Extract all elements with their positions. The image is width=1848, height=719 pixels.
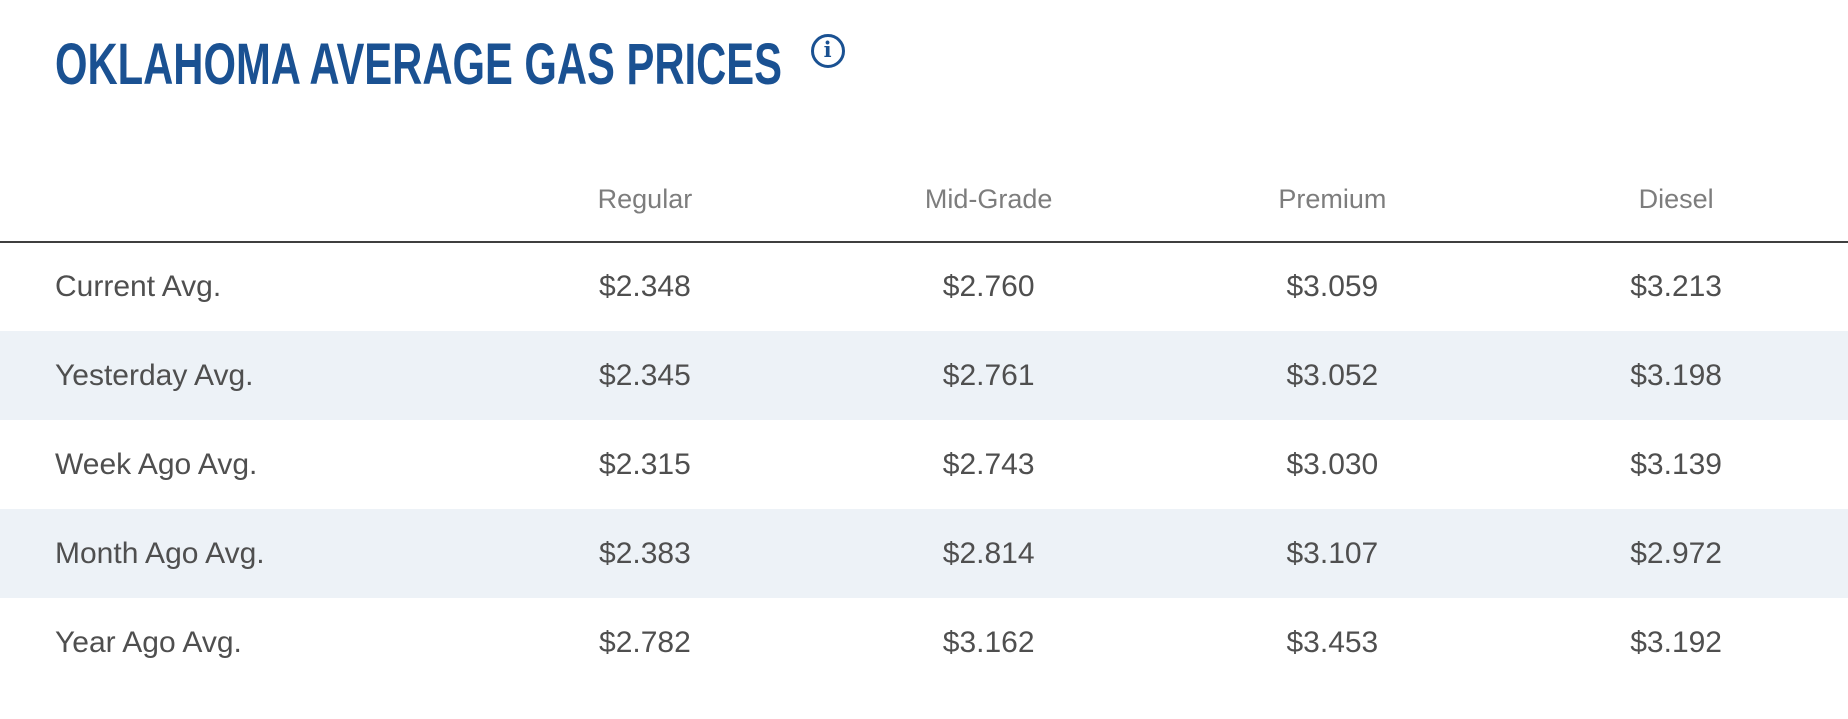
header-empty-cell xyxy=(0,148,474,243)
row-label: Week Ago Avg. xyxy=(55,447,258,481)
page-title-row: OKLAHOMA AVERAGE GAS PRICES i xyxy=(0,0,1848,100)
table-row-current-avg: Current Avg. $2.348 $2.760 $3.059 $3.213 xyxy=(0,242,1848,331)
price-cell: $2.782 xyxy=(599,625,691,659)
column-header-diesel: Diesel xyxy=(1504,148,1848,243)
price-cell: $2.761 xyxy=(942,358,1035,392)
price-cell: $3.162 xyxy=(942,625,1035,659)
row-label: Year Ago Avg. xyxy=(55,625,242,659)
price-cell: $3.213 xyxy=(1630,270,1722,303)
price-cell: $2.972 xyxy=(1630,536,1722,570)
row-label: Month Ago Avg. xyxy=(55,536,265,570)
price-cell: $3.139 xyxy=(1630,447,1722,481)
price-cell: $3.030 xyxy=(1286,447,1379,481)
price-cell: $2.760 xyxy=(942,270,1035,303)
table-row-month-ago-avg: Month Ago Avg. $2.383 $2.814 $3.107 $2.9… xyxy=(0,509,1848,598)
price-cell: $2.743 xyxy=(942,447,1035,481)
row-label: Current Avg. xyxy=(55,270,222,303)
price-cell: $3.198 xyxy=(1630,358,1722,392)
column-header-regular: Regular xyxy=(473,148,817,243)
table-row-year-ago-avg: Year Ago Avg. $2.782 $3.162 $3.453 $3.19… xyxy=(0,598,1848,687)
price-cell: $3.107 xyxy=(1286,536,1379,570)
page-title: OKLAHOMA AVERAGE GAS PRICES xyxy=(55,32,782,97)
column-header-premium: Premium xyxy=(1160,148,1505,243)
price-cell: $2.345 xyxy=(599,358,691,392)
price-cell: $3.052 xyxy=(1286,358,1379,392)
gas-prices-table: Regular Mid-Grade Premium Diesel Current… xyxy=(0,148,1848,687)
price-cell: $2.383 xyxy=(599,536,691,570)
row-label: Yesterday Avg. xyxy=(55,358,254,392)
price-cell: $3.453 xyxy=(1286,625,1379,659)
header-row: Regular Mid-Grade Premium Diesel xyxy=(0,148,1848,243)
price-cell: $2.315 xyxy=(599,447,691,481)
table-row-week-ago-avg: Week Ago Avg. $2.315 $2.743 $3.030 $3.13… xyxy=(0,420,1848,509)
price-cell: $2.348 xyxy=(599,270,691,303)
price-cell: $3.192 xyxy=(1630,625,1722,659)
table-body: Current Avg. $2.348 $2.760 $3.059 $3.213… xyxy=(0,242,1848,687)
info-icon-glyph: i xyxy=(823,37,832,62)
info-icon[interactable]: i xyxy=(810,33,845,68)
table-header: Regular Mid-Grade Premium Diesel xyxy=(0,148,1848,243)
table-row-yesterday-avg: Yesterday Avg. $2.345 $2.761 $3.052 $3.1… xyxy=(0,331,1848,420)
price-cell: $3.059 xyxy=(1286,270,1379,303)
column-header-midgrade: Mid-Grade xyxy=(816,148,1161,243)
price-cell: $2.814 xyxy=(942,536,1035,570)
